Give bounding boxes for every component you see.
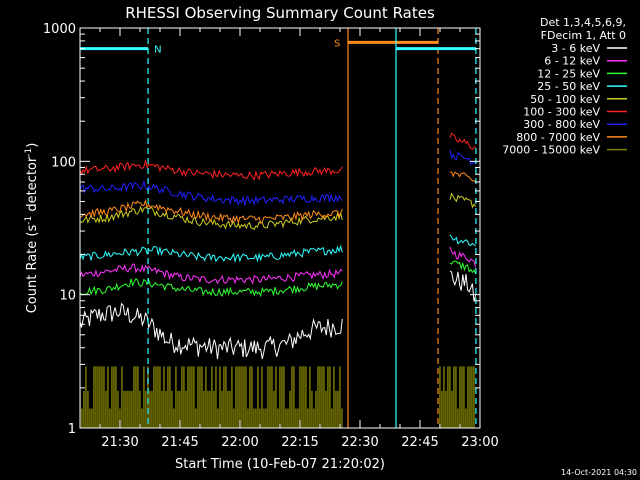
y-label-mid: detector bbox=[25, 156, 40, 216]
x-tick-label-4: 22:30 bbox=[341, 435, 378, 450]
legend-header-1: FDecim 1, Att 0 bbox=[541, 29, 626, 42]
flag-label-1: S bbox=[334, 38, 340, 49]
legend-entry-label-4: 50 - 100 keV bbox=[530, 93, 600, 106]
y-label-sup2: -1 bbox=[24, 148, 34, 157]
series-line-8-seg-0 bbox=[80, 366, 343, 428]
series-line-3-seg-1 bbox=[449, 234, 476, 247]
legend-entry-label-8: 7000 - 15000 keV bbox=[502, 144, 600, 157]
y-axis-label: Count Rate (s-1 detector-1) bbox=[24, 143, 40, 314]
plot-frame bbox=[79, 27, 481, 429]
y-label-main: Count Rate (s bbox=[25, 225, 40, 314]
series-line-5-seg-0 bbox=[80, 158, 343, 181]
legend-header-0: Det 1,3,4,5,6,9, bbox=[540, 16, 626, 29]
y-tick-label-2: 100 bbox=[51, 155, 76, 170]
series-line-0-seg-1 bbox=[449, 270, 477, 302]
legend-entry-label-0: 3 - 6 keV bbox=[551, 42, 600, 55]
series-line-6-seg-0 bbox=[80, 179, 343, 207]
legend-entry-label-3: 25 - 50 keV bbox=[537, 80, 600, 93]
x-tick-label-2: 22:00 bbox=[221, 435, 258, 450]
x-tick-label-6: 23:00 bbox=[461, 435, 498, 450]
series-line-4-seg-1 bbox=[449, 192, 477, 209]
legend-entry-label-2: 12 - 25 keV bbox=[537, 67, 600, 80]
flag-annotation-0 bbox=[80, 28, 149, 428]
legend-entry-label-7: 800 - 7000 keV bbox=[516, 131, 600, 144]
y-tick-label-1: 10 bbox=[59, 289, 76, 304]
series-line-6-seg-1 bbox=[449, 149, 476, 165]
x-tick-label-5: 22:45 bbox=[401, 435, 438, 450]
y-label-end: ) bbox=[25, 143, 40, 148]
series-line-1-seg-0 bbox=[80, 263, 343, 285]
legend: Det 1,3,4,5,6,9,FDecim 1, Att 03 - 6 keV… bbox=[502, 16, 627, 157]
series-line-1-seg-1 bbox=[449, 246, 477, 268]
series-line-0-seg-0 bbox=[80, 302, 343, 360]
timestamp: 14-Oct-2021 04:30 bbox=[561, 468, 637, 477]
flag-label-0: N bbox=[154, 45, 161, 56]
x-tick-label-1: 21:45 bbox=[161, 435, 198, 450]
series-line-2-seg-0 bbox=[80, 277, 343, 298]
y-tick-label-3: 1000 bbox=[43, 22, 76, 37]
legend-entry-label-1: 6 - 12 keV bbox=[544, 55, 600, 68]
series-line-7-seg-0 bbox=[80, 198, 343, 225]
series-line-7-seg-1 bbox=[449, 171, 476, 183]
chart-title: RHESSI Observing Summary Count Rates bbox=[125, 4, 435, 22]
series-line-5-seg-1 bbox=[449, 132, 476, 151]
y-tick-label-0: 1 bbox=[68, 422, 76, 437]
legend-entry-label-5: 100 - 300 keV bbox=[523, 106, 600, 119]
x-tick-label-0: 21:30 bbox=[101, 435, 138, 450]
flag-annotation-1 bbox=[347, 28, 439, 428]
x-tick-label-3: 22:15 bbox=[281, 435, 318, 450]
y-label-sup1: -1 bbox=[24, 216, 34, 225]
series-line-3-seg-0 bbox=[80, 244, 343, 264]
legend-entry-label-6: 300 - 800 keV bbox=[523, 118, 600, 131]
x-axis-label: Start Time (10-Feb-07 21:20:02) bbox=[175, 457, 385, 472]
series-line-8-seg-1 bbox=[439, 366, 475, 428]
flag-annotation-2 bbox=[395, 28, 477, 428]
series-line-2-seg-1 bbox=[449, 260, 477, 275]
